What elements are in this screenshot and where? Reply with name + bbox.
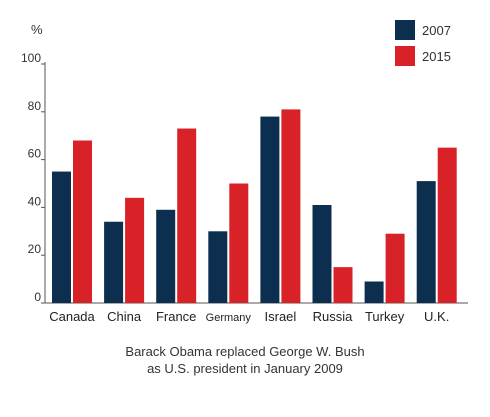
bar-2007-france [156,209,176,303]
x-tick-label: Canada [49,309,95,324]
y-tick-label: 60 [28,147,42,161]
bar-2015-u-k- [437,147,457,303]
bar-2015-china [125,197,145,303]
x-tick-label: Israel [265,309,297,324]
bar-2007-russia [312,205,332,303]
x-tick-label: Turkey [365,309,405,324]
bar-2015-turkey [385,233,405,303]
legend-label-2007: 2007 [422,23,451,38]
legend-label-2015: 2015 [422,49,451,64]
y-tick-label: 20 [28,242,42,256]
y-tick-label: 80 [28,99,42,113]
y-tick-label: 0 [34,290,41,304]
bar-2007-u-k- [416,181,436,303]
bar-2007-germany [208,231,228,303]
annotation-line-1: Barack Obama replaced George W. Bush [125,344,365,359]
legend-swatch-2007 [395,20,415,40]
legend-swatch-2015 [395,46,415,66]
bar-2015-canada [73,140,92,303]
x-tick-label: Germany [206,312,252,324]
x-tick-label: U.K. [424,309,449,324]
bar-2007-canada [52,171,71,303]
y-tick-label: 100 [21,51,41,65]
y-tick-label: 40 [28,194,42,208]
bar-2015-france [177,128,197,303]
bar-2007-israel [260,116,280,303]
bar-2007-china [104,221,124,303]
x-tick-label: China [107,309,142,324]
chart-annotation: Barack Obama replaced George W. Bush as … [0,343,490,377]
x-tick-label: Russia [313,309,354,324]
annotation-line-2: as U.S. president in January 2009 [147,361,343,376]
bar-2015-germany [229,183,249,303]
bar-2015-russia [333,267,353,303]
bar-2015-israel [281,109,301,303]
x-tick-label: France [156,309,196,324]
y-axis-label: % [31,22,43,37]
bar-2007-turkey [364,281,384,303]
